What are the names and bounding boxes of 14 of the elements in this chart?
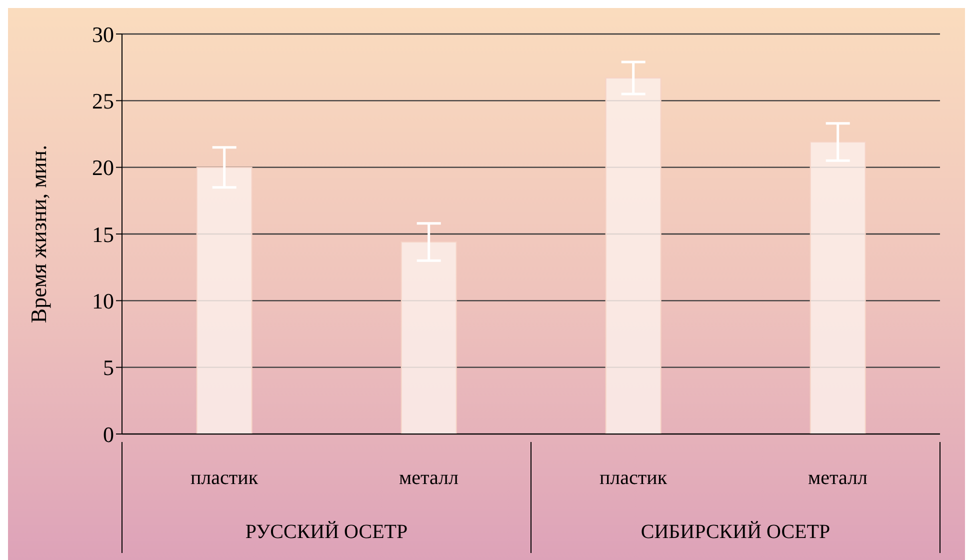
x-tick-label: пластик [599, 467, 668, 489]
y-tick-label: 0 [103, 422, 114, 447]
y-tick-label: 25 [92, 88, 114, 114]
x-tick-label: металл [808, 467, 868, 489]
y-tick-label: 10 [92, 288, 114, 314]
y-tick-label: 30 [92, 22, 114, 47]
text: РУССКИЙ ОСЕТР [245, 521, 408, 543]
x-tick-label: пластик [190, 467, 258, 489]
x-tick-label: металл [398, 467, 459, 489]
text: СИБИРСКИЙ ОСЕТР [640, 521, 830, 543]
y-tick-label: 5 [103, 355, 114, 380]
y-tick-label: 20 [92, 155, 114, 180]
y-axis-title: Время жизни, мин. [26, 144, 51, 324]
y-tick-label: 15 [92, 222, 114, 247]
